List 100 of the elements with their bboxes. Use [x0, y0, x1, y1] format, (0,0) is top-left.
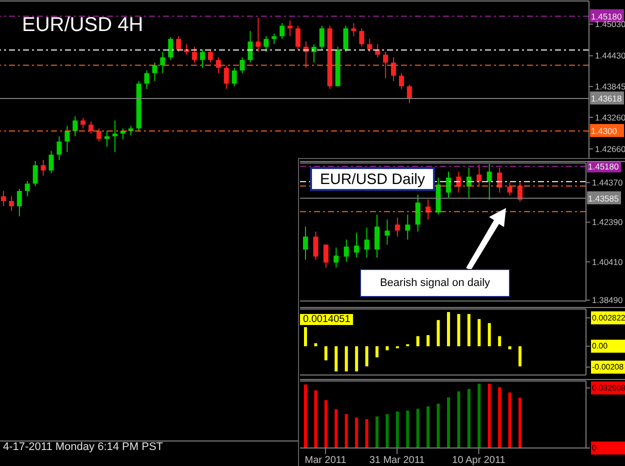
y-tick-label: 0.00: [592, 342, 608, 351]
ref-line-label: 1.45180: [588, 161, 619, 172]
candlestick: [359, 28, 364, 48]
bar: [457, 391, 460, 448]
candlestick: [64, 125, 70, 153]
candlestick: [240, 56, 245, 74]
candlestick: [405, 214, 410, 240]
candlestick: [56, 136, 62, 160]
candlestick: [88, 121, 94, 134]
bar: [365, 346, 368, 366]
candlestick: [232, 67, 237, 87]
candlestick: [24, 180, 30, 197]
candlestick: [518, 182, 522, 202]
candlestick: [323, 244, 328, 268]
candlestick: [486, 164, 492, 200]
y-tick-label: 1.42390: [592, 217, 623, 228]
bar: [447, 397, 450, 448]
bar: [508, 392, 512, 448]
candlestick: [272, 33, 277, 45]
candlestick: [476, 164, 482, 188]
candlestick: [112, 120, 118, 153]
text: 4-17-2011 Monday 6:14 PM PST: [3, 441, 163, 453]
bar: [376, 416, 378, 448]
candlestick: [415, 194, 420, 232]
bar: [365, 419, 368, 448]
bar: [518, 346, 522, 366]
callout-box: Bearish signal on daily: [360, 269, 510, 297]
candlestick: [391, 56, 396, 82]
candlestick: [208, 48, 213, 64]
candlestick: [398, 72, 404, 90]
candlestick: [313, 231, 318, 260]
bar: [436, 320, 440, 346]
candlestick: [144, 70, 150, 90]
ref-line-label: 1.43585: [588, 193, 619, 204]
candlestick: [303, 226, 308, 260]
candlestick: [160, 52, 166, 74]
candlestick: [32, 160, 38, 187]
candlestick: [334, 247, 339, 268]
bar: [518, 398, 522, 448]
candlestick: [406, 84, 412, 104]
candlestick: [367, 38, 372, 53]
candlestick: [264, 36, 269, 53]
bar: [314, 343, 318, 346]
x-tick-label: Mar 2011: [304, 455, 347, 466]
bar: [426, 406, 430, 448]
candlestick: [354, 232, 360, 258]
bar: [426, 335, 430, 346]
candlestick: [200, 48, 205, 68]
bar: [386, 414, 389, 448]
bar: [376, 346, 378, 358]
bar: [467, 389, 470, 448]
candlestick: [374, 214, 380, 258]
annotation: 0.0014051: [300, 314, 354, 325]
candlestick: [383, 52, 388, 79]
candlestick: [256, 17, 261, 53]
y-tick-label: 1.43845: [595, 82, 625, 92]
candlestick: [8, 196, 14, 212]
candlestick: [394, 217, 400, 238]
candlestick: [152, 62, 158, 82]
bar: [406, 410, 410, 448]
y-tick-label: -0.00208: [592, 362, 624, 372]
y-tick-label: 1.38490: [592, 295, 623, 306]
bar: [478, 319, 481, 346]
candlestick: [364, 227, 370, 258]
candlestick: [72, 116, 78, 137]
candlestick: [344, 239, 349, 262]
candlestick: [168, 36, 174, 60]
ref-line-label: 1.45180: [591, 11, 622, 22]
candlestick: [343, 25, 348, 53]
bar: [436, 404, 440, 448]
candlestick: [96, 128, 102, 142]
candlestick: [104, 130, 110, 148]
bar: [447, 312, 450, 346]
bar: [467, 314, 470, 346]
bar: [304, 327, 307, 346]
bar: [457, 314, 460, 346]
bar: [314, 390, 318, 448]
bar: [324, 346, 328, 360]
bar: [355, 346, 358, 372]
bar: [478, 384, 481, 448]
bar: [355, 418, 358, 448]
candlestick: [48, 150, 54, 174]
candlestick: [1, 190, 6, 207]
title-box: EUR/USD Daily: [310, 167, 435, 191]
candlestick: [507, 182, 512, 196]
candlestick: [16, 188, 22, 217]
bar: [416, 336, 420, 346]
bar: [488, 384, 491, 448]
candlestick: [40, 159, 46, 176]
bar: [508, 346, 512, 350]
candlestick: [224, 64, 229, 90]
bar: [488, 323, 491, 346]
bar: [498, 387, 502, 448]
bar: [498, 336, 502, 346]
bar: [324, 400, 328, 448]
ref-line-label: 1.43618: [591, 93, 622, 104]
candlestick: [319, 25, 324, 50]
y-tick-label: 1.44370: [592, 178, 623, 188]
bar: [334, 409, 338, 448]
bar: [416, 408, 420, 448]
